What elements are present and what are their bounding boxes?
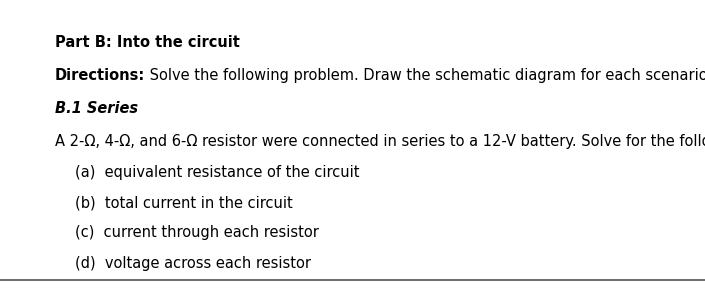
Text: Directions:: Directions:: [55, 68, 145, 83]
Text: Part B: Into the circuit: Part B: Into the circuit: [55, 35, 240, 50]
Text: (a)  equivalent resistance of the circuit: (a) equivalent resistance of the circuit: [75, 165, 360, 180]
Text: B.1 Series: B.1 Series: [55, 101, 138, 116]
Text: (d)  voltage across each resistor: (d) voltage across each resistor: [75, 256, 311, 271]
Text: A 2-Ω, 4-Ω, and 6-Ω resistor were connected in series to a 12-V battery. Solve f: A 2-Ω, 4-Ω, and 6-Ω resistor were connec…: [55, 134, 705, 149]
Text: (c)  current through each resistor: (c) current through each resistor: [75, 225, 319, 240]
Text: Solve the following problem. Draw the schematic diagram for each scenario.: Solve the following problem. Draw the sc…: [145, 68, 705, 83]
Text: (b)  total current in the circuit: (b) total current in the circuit: [75, 195, 293, 210]
